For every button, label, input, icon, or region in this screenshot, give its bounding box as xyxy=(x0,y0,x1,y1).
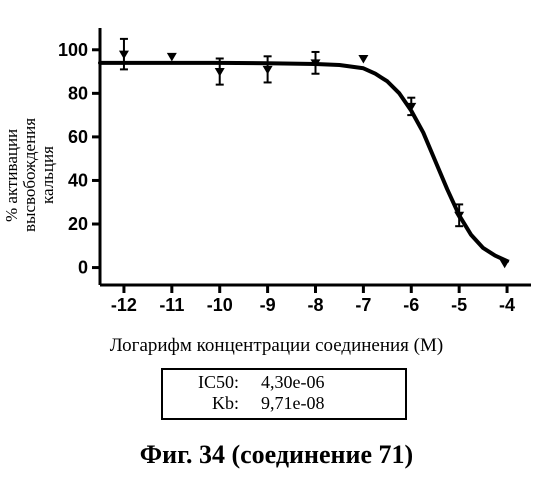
ic50-row: IC50: 4,30e-06 xyxy=(169,372,399,393)
dose-response-chart: 0 20 40 60 80 100 -12 -11 -10 -9 -8 -7 -6 -5 -4 xyxy=(20,20,533,330)
svg-text:40: 40 xyxy=(68,170,88,190)
x-axis-label: Логарифм концентрации соединения (M) xyxy=(20,335,533,357)
svg-text:-11: -11 xyxy=(159,295,184,315)
svg-text:60: 60 xyxy=(68,127,88,147)
svg-text:-9: -9 xyxy=(260,295,276,315)
svg-text:-4: -4 xyxy=(499,295,515,315)
svg-text:80: 80 xyxy=(68,83,88,103)
svg-text:0: 0 xyxy=(78,258,88,278)
parameters-box: IC50: 4,30e-06 Kb: 9,71e-08 xyxy=(161,368,407,420)
svg-text:-7: -7 xyxy=(355,295,371,315)
svg-text:100: 100 xyxy=(58,40,88,60)
svg-text:-6: -6 xyxy=(403,295,419,315)
svg-text:-10: -10 xyxy=(207,295,233,315)
svg-text:-5: -5 xyxy=(451,295,467,315)
svg-text:-8: -8 xyxy=(307,295,323,315)
kb-row: Kb: 9,71e-08 xyxy=(169,393,399,414)
y-axis-label: % активациивысвобождениякальция xyxy=(10,50,50,300)
kb-value: 9,71e-08 xyxy=(261,393,399,414)
svg-text:20: 20 xyxy=(68,214,88,234)
ic50-value: 4,30e-06 xyxy=(261,372,399,393)
kb-label: Kb: xyxy=(169,393,261,414)
ic50-label: IC50: xyxy=(169,372,261,393)
page: % активациивысвобождениякальция 0 20 40 60 8… xyxy=(0,0,553,500)
chart-area: % активациивысвобождениякальция 02040608… xyxy=(20,20,533,330)
svg-text:-12: -12 xyxy=(111,295,137,315)
figure-caption: Фиг. 34 (соединение 71) xyxy=(0,440,553,470)
